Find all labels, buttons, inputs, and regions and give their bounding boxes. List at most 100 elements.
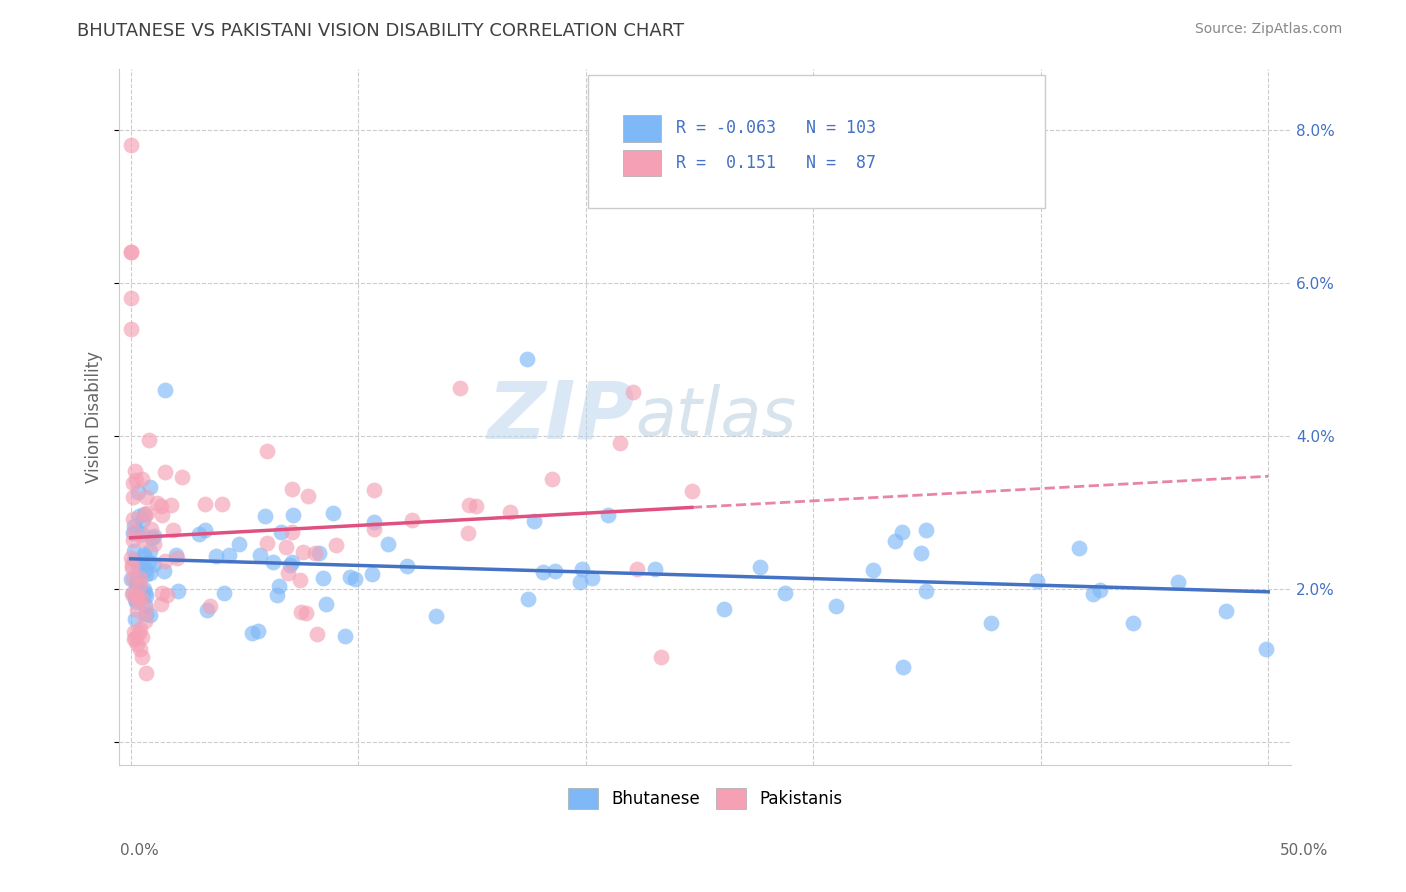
Point — [277, 566, 299, 580]
Point — [281, 524, 304, 539]
Point — [131, 472, 153, 486]
Point — [128, 642, 150, 657]
Point — [160, 498, 183, 512]
Point — [650, 650, 672, 665]
Point — [167, 583, 190, 598]
Point — [128, 582, 150, 596]
Point — [122, 543, 145, 558]
Point — [122, 533, 145, 548]
Text: R = -0.063   N = 103: R = -0.063 N = 103 — [676, 120, 876, 137]
Point — [980, 616, 1002, 631]
Point — [135, 490, 157, 504]
Point — [401, 513, 423, 527]
Point — [121, 586, 143, 600]
Point — [457, 526, 479, 541]
Point — [125, 574, 148, 589]
Point — [153, 564, 176, 578]
Bar — [623, 150, 661, 177]
Point — [516, 352, 538, 367]
Point — [256, 536, 278, 550]
Point — [153, 554, 176, 568]
Point — [124, 464, 146, 478]
Point — [544, 564, 567, 578]
Point — [124, 631, 146, 645]
Point — [198, 599, 221, 614]
Point — [249, 548, 271, 562]
Point — [125, 575, 148, 590]
Point — [315, 597, 337, 611]
Point — [228, 537, 250, 551]
Point — [149, 499, 172, 513]
Y-axis label: Vision Disability: Vision Disability — [86, 351, 103, 483]
Text: Source: ZipAtlas.com: Source: ZipAtlas.com — [1195, 22, 1343, 37]
Point — [910, 546, 932, 560]
Point — [194, 497, 217, 511]
Point — [134, 547, 156, 561]
Point — [127, 524, 149, 539]
Point — [596, 508, 619, 522]
Point — [120, 291, 142, 305]
Point — [915, 523, 938, 537]
Point — [120, 138, 142, 153]
Point — [131, 591, 153, 606]
Point — [325, 538, 347, 552]
Point — [122, 526, 145, 541]
Point — [155, 588, 177, 602]
Point — [621, 384, 644, 399]
Point — [153, 465, 176, 479]
Text: 50.0%: 50.0% — [1281, 843, 1329, 858]
Point — [120, 245, 142, 260]
Point — [131, 558, 153, 572]
Point — [517, 591, 540, 606]
Point — [531, 565, 554, 579]
Point — [165, 549, 187, 563]
Point — [121, 490, 143, 504]
Point — [128, 509, 150, 524]
Point — [1254, 642, 1277, 657]
Point — [307, 627, 329, 641]
Point — [153, 383, 176, 397]
Point — [1167, 575, 1189, 590]
Point — [295, 606, 318, 620]
Point — [135, 506, 157, 520]
Point — [128, 563, 150, 577]
Point — [344, 572, 367, 586]
Point — [128, 622, 150, 636]
Point — [304, 546, 326, 560]
Point — [449, 381, 471, 395]
Point — [134, 566, 156, 581]
Point — [138, 433, 160, 447]
Point — [125, 591, 148, 605]
Point — [120, 321, 142, 335]
Point — [139, 480, 162, 494]
Point — [124, 624, 146, 639]
Point — [128, 558, 150, 573]
Point — [162, 523, 184, 537]
Point — [145, 496, 167, 510]
Point — [134, 564, 156, 578]
Point — [571, 561, 593, 575]
Point — [128, 577, 150, 591]
Legend: Bhutanese, Pakistanis: Bhutanese, Pakistanis — [561, 781, 849, 815]
Point — [1067, 541, 1090, 555]
Point — [890, 525, 912, 540]
Point — [212, 586, 235, 600]
Point — [1081, 587, 1104, 601]
Point — [132, 532, 155, 546]
Point — [609, 435, 631, 450]
Point — [457, 498, 479, 512]
Point — [464, 500, 486, 514]
Point — [138, 544, 160, 558]
Point — [150, 508, 173, 523]
Point — [125, 603, 148, 617]
Point — [322, 506, 344, 520]
Bar — [623, 115, 661, 142]
Point — [139, 607, 162, 622]
Point — [194, 523, 217, 537]
Point — [132, 549, 155, 564]
Point — [124, 632, 146, 646]
Point — [211, 496, 233, 510]
Point — [143, 557, 166, 571]
Point — [288, 573, 311, 587]
Point — [128, 626, 150, 640]
